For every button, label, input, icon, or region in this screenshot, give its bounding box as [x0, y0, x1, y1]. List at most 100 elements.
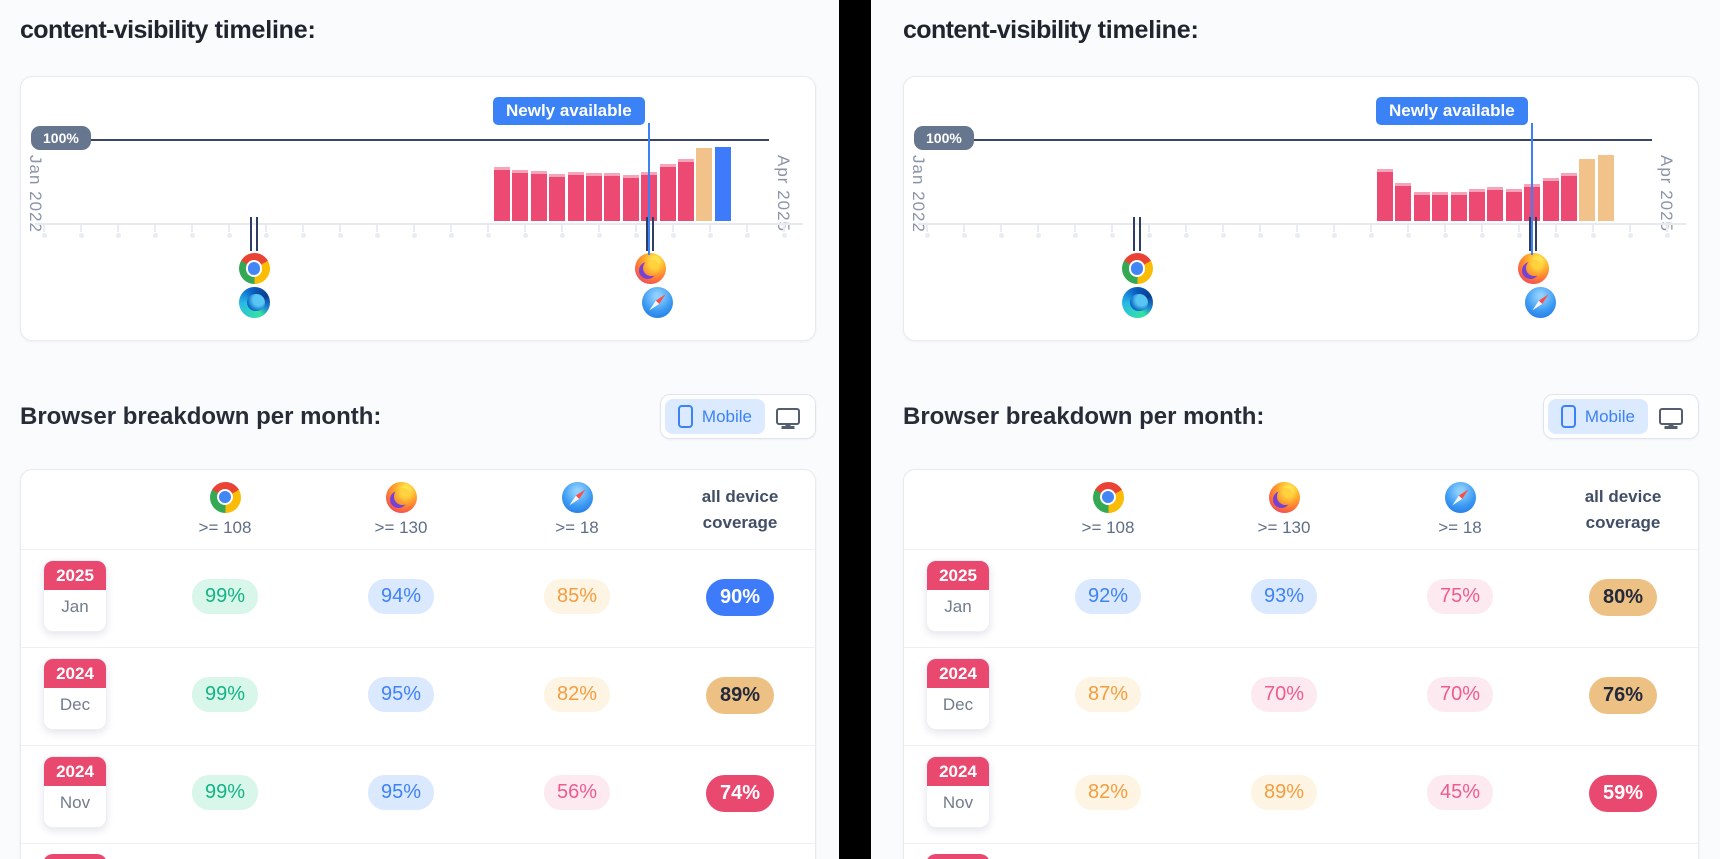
support-value-cell: 95% — [313, 746, 489, 843]
device-toggle: Mobile — [659, 394, 816, 439]
desktop-monitor-icon — [776, 408, 800, 425]
support-value-cell: 99% — [137, 648, 313, 745]
browser-breakdown-table: >= 108 >= 130 >= 18 all device coverage — [903, 469, 1699, 859]
chart-bar — [1542, 178, 1559, 221]
date-badge-month: Nov — [942, 793, 974, 812]
chart-bar — [1468, 189, 1485, 221]
axis-tick — [300, 225, 306, 238]
marker-line — [1529, 217, 1531, 251]
column-header-safari: >= 18 — [489, 481, 665, 538]
axis-tick — [1146, 225, 1152, 238]
chart-bar — [567, 171, 584, 221]
release-marker-chrome-edge — [234, 217, 274, 318]
newly-available-connector-line — [648, 123, 650, 255]
coverage-value-cell: 74% — [665, 746, 815, 843]
chrome-icon — [209, 481, 241, 513]
support-value-cell: 75% — [1372, 550, 1548, 647]
axis-tick — [448, 225, 454, 238]
firefox-icon — [1268, 481, 1300, 513]
chart-bar — [512, 170, 529, 221]
axis-tick — [1590, 225, 1596, 238]
marker-line — [1133, 217, 1135, 251]
table-header-row: >= 108 >= 130 >= 18 all device coverage — [21, 470, 815, 550]
axis-tick — [707, 225, 713, 238]
axis-tick — [1405, 225, 1411, 238]
date-badge: 2025 Jan — [43, 560, 107, 632]
axis-tick — [41, 225, 47, 238]
release-marker-lines — [646, 217, 654, 251]
page-title: content-visibility timeline: — [903, 16, 1199, 45]
firefox-icon — [1517, 253, 1549, 284]
safari-version-label: >= 18 — [555, 517, 599, 537]
coverage-value-cell: 90% — [665, 550, 815, 647]
mobile-toggle-button[interactable]: Mobile — [664, 399, 765, 434]
axis-tick — [998, 225, 1004, 238]
release-marker-chrome-edge — [1117, 217, 1157, 318]
chart-bar — [1560, 172, 1577, 221]
chrome-version-label: >= 108 — [198, 517, 252, 537]
x-axis-line — [918, 223, 1686, 225]
newly-available-badge: Newly available — [493, 97, 645, 125]
marker-line — [1139, 217, 1141, 251]
chart-bar — [677, 158, 694, 221]
axis-tick — [1183, 225, 1189, 238]
support-value-cell: 82% — [1020, 746, 1196, 843]
coverage-value-pill: 76% — [1588, 677, 1658, 714]
support-value-pill: 85% — [543, 579, 611, 614]
desktop-toggle-button[interactable] — [765, 399, 811, 434]
date-badge: 2024 Dec — [43, 658, 107, 730]
y-max-label: 100% — [31, 126, 91, 150]
date-badge: 2024 Dec — [926, 658, 990, 730]
axis-tick — [1220, 225, 1226, 238]
mobile-toggle-button[interactable]: Mobile — [1547, 399, 1648, 434]
axis-tick — [263, 225, 269, 238]
support-value-pill: 82% — [1074, 775, 1142, 810]
release-marker-icons — [628, 253, 673, 318]
chart-bar — [1377, 169, 1393, 221]
coverage-column-header: all device coverage — [701, 487, 779, 532]
axis-tick — [961, 225, 967, 238]
support-value-cell: 70% — [1372, 648, 1548, 745]
support-value-cell: 99% — [137, 746, 313, 843]
axis-tick — [1368, 225, 1374, 238]
coverage-value-pill: 90% — [705, 579, 775, 616]
date-badge-year: 2024 — [44, 659, 106, 688]
chrome-version-label: >= 108 — [1081, 517, 1135, 537]
coverage-column-header: all device coverage — [1584, 487, 1662, 532]
support-value-pill: 94% — [367, 579, 435, 614]
desktop-toggle-button[interactable] — [1648, 399, 1694, 434]
date-badge-month: Jan — [944, 597, 972, 616]
panel-mobile-variant: content-visibility timeline: 100% Jan 20… — [871, 0, 1720, 859]
axis-tick — [1516, 225, 1522, 238]
axis-tick — [78, 225, 84, 238]
timeline-chart-card: 100% Jan 2022 Apr 2025 Newly available — [903, 76, 1699, 341]
safari-icon — [1524, 287, 1556, 318]
support-value-pill: 56% — [543, 775, 611, 810]
safari-icon — [641, 287, 673, 318]
axis-tick — [374, 225, 380, 238]
support-value-pill: 82% — [543, 677, 611, 712]
x-axis-end-label: Apr 2025 — [1657, 155, 1676, 232]
support-value-cell: 45% — [1372, 746, 1548, 843]
marker-line — [646, 217, 648, 251]
support-value-pill: 75% — [1426, 579, 1494, 614]
chart-bar — [1395, 183, 1412, 221]
date-badge-year: 2024 — [927, 757, 989, 786]
support-value-pill: 95% — [367, 775, 435, 810]
edge-icon — [1121, 287, 1153, 318]
support-value-pill: 99% — [191, 775, 259, 810]
support-value-pill: 99% — [191, 579, 259, 614]
release-marker-icons — [238, 253, 270, 318]
date-badge-month: Nov — [59, 793, 91, 812]
column-header-chrome: >= 108 — [1020, 481, 1196, 538]
device-toggle: Mobile — [1542, 394, 1699, 439]
coverage-value-cell: 59% — [1548, 746, 1698, 843]
axis-tick — [744, 225, 750, 238]
marker-line — [1535, 217, 1537, 251]
newly-available-badge: Newly available — [1376, 97, 1528, 125]
table-row: 2024 Dec 99% 95% 82% 89% — [21, 648, 815, 746]
next-row-partial — [21, 844, 815, 859]
date-badge: 2025 Jan — [926, 560, 990, 632]
page-title: content-visibility timeline: — [20, 16, 316, 45]
